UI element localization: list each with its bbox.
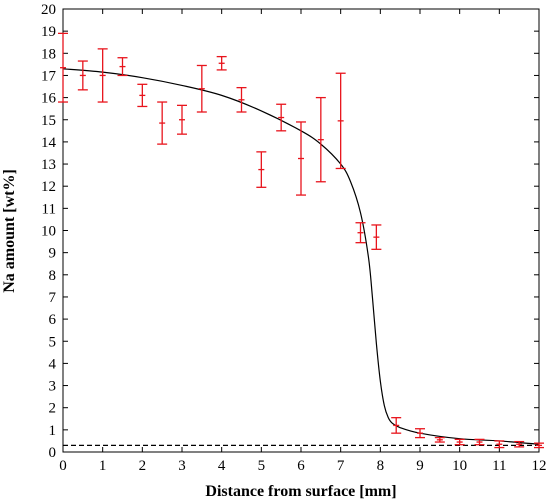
x-tick-label: 9 [416, 458, 424, 474]
data-point [256, 151, 267, 188]
data-point [216, 55, 227, 71]
y-tick-label: 7 [49, 290, 57, 306]
data-point [454, 438, 465, 446]
data-point [296, 121, 306, 196]
data-point [355, 222, 366, 244]
y-tick-label: 16 [41, 91, 57, 107]
x-tick-label: 12 [532, 458, 547, 474]
data-points-layer [58, 32, 544, 449]
y-tick-label: 18 [41, 46, 56, 62]
y-tick-label: 10 [41, 224, 56, 240]
data-point [77, 60, 88, 91]
data-point [157, 101, 168, 145]
data-point [137, 83, 148, 108]
x-axis-title: Distance from surface [mm] [205, 483, 396, 500]
y-tick-label: 13 [41, 157, 56, 173]
x-tick-label: 5 [258, 458, 266, 474]
data-point [58, 32, 68, 103]
x-tick-label: 0 [59, 458, 67, 474]
data-point [335, 72, 346, 170]
y-tick-label: 15 [41, 113, 56, 129]
x-tick-label: 11 [492, 458, 506, 474]
data-point [196, 64, 207, 113]
y-tick-label: 2 [49, 401, 57, 417]
x-tick-label: 8 [377, 458, 385, 474]
data-point [434, 436, 445, 443]
y-tick-label: 12 [41, 179, 56, 195]
data-point [494, 440, 505, 449]
fit-curve-line [62, 68, 540, 445]
data-point [236, 86, 247, 113]
data-point [391, 417, 402, 434]
data-point [177, 104, 187, 135]
data-point [415, 428, 425, 439]
plot-frame [62, 8, 540, 453]
y-tick-label: 5 [49, 334, 57, 350]
data-point [117, 57, 128, 77]
data-point [371, 224, 382, 250]
x-tick-label: 6 [297, 458, 305, 474]
data-point [276, 103, 287, 132]
y-tick-label: 0 [49, 445, 57, 461]
data-point [474, 438, 485, 446]
y-tick-label: 4 [49, 356, 57, 372]
data-point [514, 440, 525, 448]
y-tick-label: 17 [41, 68, 57, 84]
y-tick-label: 20 [41, 2, 56, 18]
x-tick-label: 2 [139, 458, 147, 474]
y-tick-label: 6 [49, 312, 57, 328]
x-tick-label: 3 [178, 458, 186, 474]
x-tick-label: 7 [337, 458, 345, 474]
y-tick-label: 9 [49, 246, 57, 262]
data-point [315, 96, 326, 183]
data-point [97, 48, 108, 103]
y-axis-title: Na amount [wt%] [1, 169, 18, 293]
y-tick-label: 8 [49, 268, 57, 284]
data-point [534, 442, 544, 449]
x-axis-ticks: 0 1 2 3 4 5 6 7 8 9 10 11 12 [59, 9, 547, 474]
y-tick-label: 11 [42, 201, 56, 217]
y-tick-label: 1 [49, 423, 57, 439]
x-tick-label: 1 [99, 458, 107, 474]
y-tick-label: 19 [41, 24, 56, 40]
fit-curve-layer [62, 68, 540, 445]
y-tick-label: 14 [41, 135, 57, 151]
y-tick-label: 3 [49, 379, 57, 395]
x-tick-label: 4 [218, 458, 226, 474]
x-tick-label: 10 [452, 458, 467, 474]
